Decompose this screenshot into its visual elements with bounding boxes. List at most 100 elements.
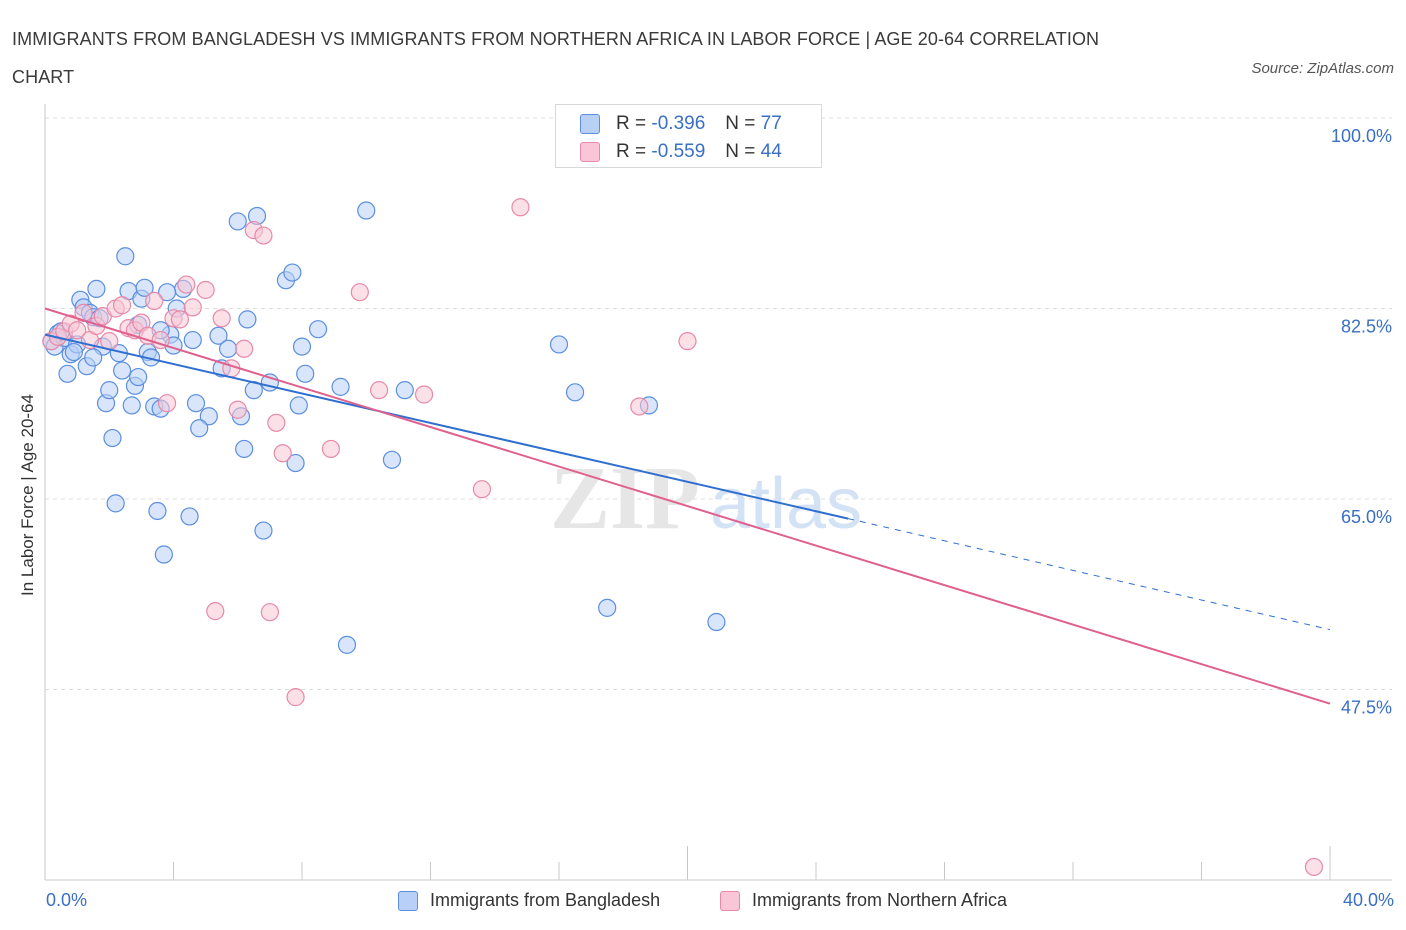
legend-r-value: -0.559	[651, 141, 706, 162]
data-point	[116, 247, 135, 266]
data-point	[157, 283, 177, 302]
data-point	[87, 279, 106, 299]
data-point	[177, 275, 196, 294]
legend-n-value: 77	[760, 113, 782, 134]
data-point	[135, 278, 154, 297]
legend-r-label: R =	[616, 113, 647, 134]
data-point	[183, 298, 202, 317]
series-bangladesh	[42, 201, 726, 654]
data-point	[228, 400, 247, 419]
bottom-legend-label: Immigrants from Bangladesh	[430, 890, 661, 910]
data-point	[129, 367, 148, 387]
x-tick-max: 40.0%	[1342, 890, 1394, 910]
data-point	[350, 283, 369, 302]
data-point	[292, 337, 312, 356]
data-point	[414, 385, 434, 404]
series-northern-africa	[42, 198, 1324, 877]
data-point	[273, 444, 292, 463]
data-point	[630, 397, 649, 416]
data-point	[308, 320, 328, 339]
data-point	[395, 381, 414, 400]
data-point	[331, 377, 350, 396]
bottom-legend-swatch-blue	[398, 890, 418, 911]
x-tick-min: 0.0%	[46, 890, 88, 910]
data-point	[565, 383, 585, 402]
data-point	[357, 201, 376, 220]
correlation-legend: R = -0.396 N = 77 R = -0.559 N = 44	[555, 104, 822, 168]
data-point	[511, 198, 530, 217]
source-label: Source: ZipAtlas.com	[1251, 60, 1394, 77]
data-point	[199, 407, 218, 426]
data-point	[228, 212, 247, 231]
data-point	[68, 321, 87, 340]
legend-n-label: N =	[725, 113, 756, 134]
trendlines	[44, 307, 1331, 705]
trendline-bangladesh-extension	[848, 518, 1331, 631]
data-point	[206, 602, 225, 621]
data-point	[145, 291, 164, 310]
legend-row-bangladesh: R = -0.396 N = 77	[580, 111, 782, 137]
data-point	[157, 394, 177, 413]
data-point	[154, 545, 173, 564]
data-point	[196, 280, 215, 300]
bottom-legend-swatch-pink	[720, 890, 740, 911]
data-point	[58, 364, 77, 383]
watermark-zip: ZIP	[550, 449, 700, 548]
data-point	[103, 428, 122, 448]
data-point	[1304, 857, 1324, 877]
legend-row-northern-africa: R = -0.559 N = 44	[580, 139, 782, 165]
data-point	[100, 381, 119, 400]
data-point	[296, 364, 315, 383]
legend-swatch-pink	[580, 142, 600, 162]
data-point	[112, 361, 132, 380]
data-point	[235, 439, 254, 459]
data-point	[183, 330, 202, 350]
data-point	[286, 453, 305, 473]
data-point	[260, 603, 279, 622]
data-point	[598, 598, 617, 617]
bottom-legend-bangladesh: Immigrants from Bangladesh	[398, 890, 660, 911]
data-point	[707, 612, 726, 632]
data-point	[382, 450, 402, 469]
data-point	[235, 339, 254, 358]
y-tick-label: 65.0%	[1341, 507, 1392, 527]
data-point	[190, 419, 209, 438]
data-point	[549, 335, 569, 354]
data-point	[286, 688, 305, 707]
data-point	[289, 396, 308, 415]
legend-r-label: R =	[616, 141, 647, 162]
data-point	[148, 501, 167, 521]
data-point	[267, 413, 286, 432]
trendline-northern-africa	[44, 307, 1331, 705]
data-point	[151, 330, 170, 350]
data-point	[370, 381, 389, 400]
data-point	[212, 309, 231, 328]
y-tick-label: 100.0%	[1331, 126, 1392, 146]
data-point	[219, 339, 238, 358]
chart-title: IMMIGRANTS FROM BANGLADESH VS IMMIGRANTS…	[12, 29, 1100, 87]
y-axis-label: In Labor Force | Age 20-64	[18, 394, 37, 596]
y-tick-label: 47.5%	[1341, 698, 1392, 718]
data-point	[238, 310, 257, 329]
y-tick-labels: 100.0% 82.5% 65.0% 47.5%	[1331, 126, 1392, 718]
data-point	[170, 310, 190, 329]
legend-n-label: N =	[725, 141, 756, 162]
legend-n-value: 44	[760, 141, 782, 162]
data-point	[678, 332, 697, 351]
data-point	[472, 480, 491, 499]
data-point	[112, 296, 132, 315]
data-point	[321, 439, 341, 459]
data-point	[106, 494, 125, 513]
data-point	[254, 226, 273, 245]
bottom-legend-northern-africa: Immigrants from Northern Africa	[720, 890, 1007, 911]
data-point	[283, 263, 302, 282]
data-point	[64, 342, 84, 362]
data-point	[180, 507, 199, 526]
watermark: ZIP atlas	[550, 449, 862, 548]
trendline-bangladesh	[44, 333, 849, 520]
legend-r-value: -0.396	[651, 113, 706, 134]
data-point	[209, 326, 228, 345]
axis-layer	[44, 104, 1392, 881]
data-point	[254, 521, 273, 540]
